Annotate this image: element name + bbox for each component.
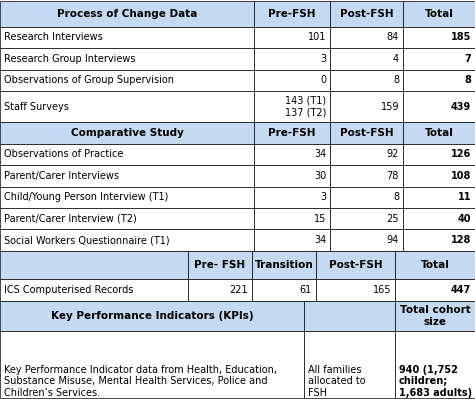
Text: Parent/Carer Interviews: Parent/Carer Interviews: [4, 171, 119, 181]
Bar: [254, 1, 330, 27]
Text: Parent/Carer Interview (T2): Parent/Carer Interview (T2): [4, 213, 136, 223]
Bar: [330, 229, 403, 251]
Text: Key Performance Indicator data from Health, Education,
Substance Misuse, Mental : Key Performance Indicator data from Heal…: [4, 365, 277, 398]
Text: Pre-FSH: Pre-FSH: [268, 128, 316, 138]
Text: 126: 126: [451, 149, 471, 160]
Text: Key Performance Indicators (KPIs): Key Performance Indicators (KPIs): [51, 311, 253, 321]
Bar: [403, 48, 475, 69]
Bar: [403, 208, 475, 229]
Bar: [403, 144, 475, 165]
Text: Pre-FSH: Pre-FSH: [268, 9, 316, 19]
Bar: [0, 208, 254, 229]
Text: Child/Young Person Interview (T1): Child/Young Person Interview (T1): [4, 192, 168, 202]
Bar: [330, 1, 403, 27]
Text: 84: 84: [387, 32, 399, 42]
Bar: [330, 48, 403, 69]
Text: 940 (1,752
children;
1,683 adults): 940 (1,752 children; 1,683 adults): [399, 365, 472, 398]
Text: Research Group Interviews: Research Group Interviews: [4, 54, 135, 64]
Bar: [254, 208, 330, 229]
Bar: [0, 48, 254, 69]
Text: 8: 8: [393, 75, 399, 85]
Bar: [403, 165, 475, 186]
Bar: [0, 186, 254, 208]
Bar: [330, 165, 403, 186]
Bar: [254, 27, 330, 48]
Text: 34: 34: [314, 149, 326, 160]
Bar: [304, 331, 395, 398]
Text: 143 (T1)
137 (T2): 143 (T1) 137 (T2): [285, 96, 326, 117]
Bar: [254, 186, 330, 208]
Bar: [254, 165, 330, 186]
Text: Post-FSH: Post-FSH: [340, 9, 393, 19]
Bar: [403, 91, 475, 122]
Text: Total: Total: [421, 260, 449, 270]
Bar: [330, 186, 403, 208]
Text: Comparative Study: Comparative Study: [71, 128, 183, 138]
Text: All families
allocated to
FSH
2015-16: All families allocated to FSH 2015-16: [308, 365, 365, 399]
Text: 34: 34: [314, 235, 326, 245]
Bar: [330, 122, 403, 144]
Text: 101: 101: [308, 32, 326, 42]
Text: Transition: Transition: [255, 260, 313, 270]
Bar: [0, 27, 254, 48]
Bar: [316, 279, 395, 301]
Text: 159: 159: [380, 102, 399, 112]
Bar: [0, 301, 304, 331]
Bar: [254, 144, 330, 165]
Text: 128: 128: [451, 235, 471, 245]
Bar: [330, 69, 403, 91]
Bar: [0, 331, 304, 398]
Text: 439: 439: [451, 102, 471, 112]
Bar: [330, 27, 403, 48]
Text: 11: 11: [458, 192, 471, 202]
Text: Post-FSH: Post-FSH: [340, 128, 393, 138]
Bar: [395, 251, 475, 279]
Bar: [395, 279, 475, 301]
Bar: [304, 301, 395, 331]
Bar: [0, 229, 254, 251]
Bar: [403, 186, 475, 208]
Bar: [254, 229, 330, 251]
Bar: [403, 122, 475, 144]
Text: Research Interviews: Research Interviews: [4, 32, 103, 42]
Bar: [0, 69, 254, 91]
Text: 25: 25: [387, 213, 399, 223]
Text: Total: Total: [425, 128, 453, 138]
Bar: [254, 48, 330, 69]
Bar: [252, 251, 316, 279]
Text: 185: 185: [451, 32, 471, 42]
Bar: [316, 251, 395, 279]
Text: 221: 221: [229, 285, 248, 295]
Bar: [254, 122, 330, 144]
Bar: [254, 69, 330, 91]
Bar: [395, 301, 475, 331]
Bar: [403, 229, 475, 251]
Bar: [188, 251, 252, 279]
Bar: [252, 279, 316, 301]
Text: ICS Computerised Records: ICS Computerised Records: [4, 285, 133, 295]
Bar: [403, 69, 475, 91]
Bar: [0, 165, 254, 186]
Text: Post-FSH: Post-FSH: [329, 260, 382, 270]
Text: 4: 4: [393, 54, 399, 64]
Text: 0: 0: [320, 75, 326, 85]
Text: 78: 78: [387, 171, 399, 181]
Bar: [403, 1, 475, 27]
Text: 61: 61: [300, 285, 312, 295]
Text: 15: 15: [314, 213, 326, 223]
Text: 8: 8: [393, 192, 399, 202]
Bar: [330, 91, 403, 122]
Bar: [188, 279, 252, 301]
Text: 92: 92: [387, 149, 399, 160]
Bar: [0, 91, 254, 122]
Text: 30: 30: [314, 171, 326, 181]
Text: 447: 447: [451, 285, 471, 295]
Text: Process of Change Data: Process of Change Data: [57, 9, 197, 19]
Text: Total cohort
size: Total cohort size: [400, 305, 470, 327]
Text: 3: 3: [320, 192, 326, 202]
Text: 8: 8: [465, 75, 471, 85]
Text: Staff Surveys: Staff Surveys: [4, 102, 69, 112]
Bar: [395, 331, 475, 398]
Text: Social Workers Questionnaire (T1): Social Workers Questionnaire (T1): [4, 235, 170, 245]
Bar: [0, 1, 254, 27]
